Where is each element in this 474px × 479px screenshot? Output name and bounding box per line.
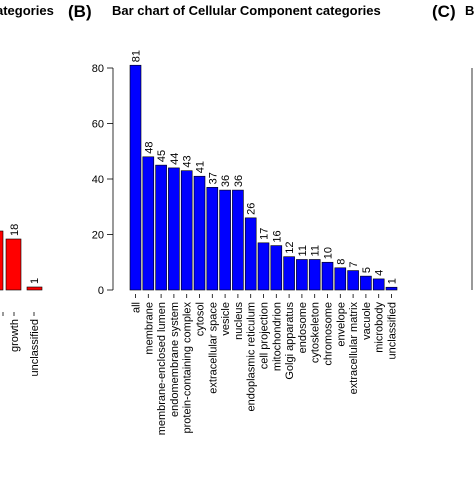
- bar: [232, 189, 244, 291]
- y-axis: 0 20 40 60 80: [92, 63, 114, 297]
- bar-value-label: 36: [220, 175, 232, 187]
- bar: [372, 278, 385, 291]
- x-tick-label: cytosol: [195, 302, 207, 336]
- x-tick-label: protein-containing complex: [182, 302, 194, 434]
- bar-value-label: 43: [182, 155, 194, 167]
- bar: [142, 156, 155, 291]
- bar: [385, 286, 398, 291]
- bar-value-label: 11: [310, 245, 322, 256]
- panel-letter-c: (C): [432, 2, 456, 21]
- panel-letter-b: (B): [68, 2, 92, 21]
- bar-value-label: 37: [207, 172, 219, 184]
- x-tick-label: endomembrane system: [169, 302, 181, 417]
- bar-value-label: 5: [361, 267, 373, 273]
- bar: [244, 217, 257, 291]
- x-tick-label: all: [131, 302, 143, 313]
- x-tick-label: envelope: [335, 302, 347, 347]
- x-tick-label: extracellular space: [207, 302, 219, 394]
- x-tick-label: nucleus: [233, 302, 245, 340]
- bar: [168, 167, 180, 291]
- bar-value-label: 7: [348, 261, 360, 267]
- bar-value-label: 12: [284, 241, 296, 253]
- bar-value-label: 36: [233, 175, 245, 187]
- bar: [193, 175, 206, 291]
- left-tick-label-growth: growth: [9, 319, 21, 352]
- y-tick-label: 40: [92, 174, 104, 186]
- bar-value-label: 8: [335, 259, 347, 265]
- bar-value-label: 17: [259, 228, 271, 240]
- y-tick-label: 0: [98, 285, 104, 297]
- x-tick-label: extracellular matrix: [348, 302, 360, 395]
- bar: [296, 259, 308, 291]
- bar-value-label: 16: [271, 230, 283, 242]
- bar-value-label: 48: [143, 142, 155, 154]
- x-tick-label: unclassified: [387, 302, 399, 359]
- x-tick-label: cytoskeleton: [310, 302, 322, 363]
- bar: [129, 64, 142, 291]
- bar: [283, 256, 295, 291]
- bar-value-label: 11: [297, 245, 309, 256]
- x-tick-label: chromosome: [323, 302, 335, 366]
- bar-value-label: 10: [323, 247, 335, 259]
- bar: [219, 189, 231, 291]
- left-panel: ategories 18 1 growth unclassified: [0, 3, 54, 376]
- left-bar-label-unclassified: 1: [29, 278, 41, 284]
- y-tick-label: 20: [92, 230, 104, 242]
- bar: [257, 242, 270, 291]
- chart-title: Bar chart of Cellular Component categori…: [112, 3, 381, 18]
- y-tick-label: 60: [92, 119, 104, 131]
- bar: [308, 259, 321, 291]
- bar-value-label: 81: [131, 50, 143, 62]
- x-tick-label: vesicle: [220, 302, 232, 336]
- right-panel-title: B: [465, 3, 474, 18]
- bar: [334, 267, 347, 291]
- x-tick-label: membrane: [143, 302, 155, 355]
- bar: [180, 170, 193, 291]
- right-panel: (C) B: [432, 2, 474, 290]
- bar-value-label: 41: [195, 161, 207, 173]
- x-tick-label: microbody: [374, 302, 386, 353]
- bar-value-label: 26: [246, 203, 258, 215]
- bar: [155, 164, 167, 291]
- bar: [347, 270, 359, 291]
- x-axis: all membrane membrane-enclosed lumen endome…: [131, 294, 399, 435]
- x-tick-label: vacuole: [361, 302, 373, 340]
- bar-value-label: 1: [387, 278, 399, 284]
- main-panel: (B) Bar chart of Cellular Component cate…: [68, 2, 399, 435]
- bar: [360, 275, 372, 291]
- x-tick-label: endoplasmic reticulum: [246, 302, 258, 411]
- bar-value-label: 4: [374, 270, 386, 276]
- left-tick-label-unclassified: unclassified: [29, 319, 41, 376]
- left-panel-title: ategories: [0, 3, 54, 18]
- x-tick-label: membrane-enclosed lumen: [156, 302, 168, 435]
- left-bar-label-growth: 18: [9, 224, 21, 236]
- left-bar-growth: [5, 238, 22, 291]
- left-bar-partial: [0, 230, 4, 291]
- bar: [206, 187, 219, 291]
- bar: [321, 261, 334, 291]
- bar-value-label: 45: [156, 150, 168, 162]
- left-bar-unclassified: [26, 286, 43, 291]
- x-tick-label: endosome: [297, 302, 309, 353]
- x-tick-label: Golgi apparatus: [284, 302, 296, 380]
- y-tick-label: 80: [92, 63, 104, 75]
- bar: [270, 245, 283, 291]
- x-tick-label: mitochondrion: [271, 302, 283, 371]
- x-tick-label: cell projection: [259, 302, 271, 369]
- bar-value-label: 44: [169, 153, 181, 165]
